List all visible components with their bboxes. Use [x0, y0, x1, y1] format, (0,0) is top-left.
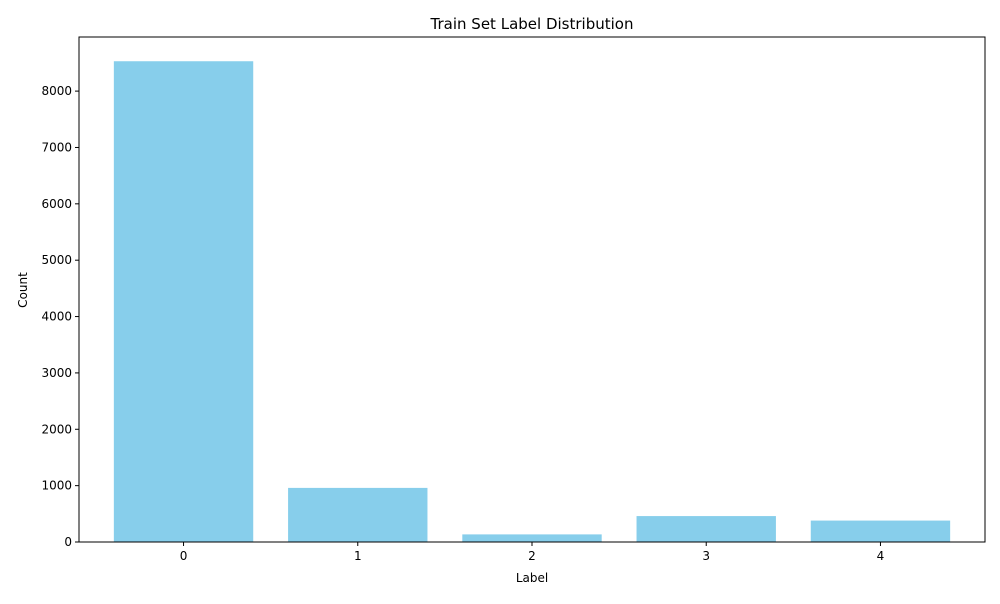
y-tick-label: 4000 — [41, 310, 72, 324]
y-tick-label: 2000 — [41, 422, 72, 436]
chart-title: Train Set Label Distribution — [430, 15, 634, 33]
bar-3 — [636, 516, 776, 542]
y-tick-label: 5000 — [41, 253, 72, 267]
bar-1 — [288, 487, 428, 542]
x-axis-label: Label — [516, 571, 548, 585]
y-tick-label: 6000 — [41, 197, 72, 211]
x-tick-label: 3 — [702, 549, 710, 563]
bar-0 — [113, 61, 254, 542]
plot-area: 0 1000 2000 3000 4000 5000 6000 7000 8000 0 1 2 3 4 — [41, 36, 986, 563]
y-tick-label: 8000 — [41, 84, 72, 98]
y-tick-label: 7000 — [41, 140, 72, 154]
x-tick-label: 1 — [354, 549, 362, 563]
x-tick-label: 2 — [528, 549, 536, 563]
y-axis-label: Count — [16, 272, 30, 308]
x-tick-label: 4 — [877, 549, 885, 563]
bar-2 — [462, 534, 602, 542]
y-tick-label: 0 — [64, 535, 72, 549]
x-tick-label: 0 — [180, 549, 188, 563]
bar-4 — [810, 520, 951, 542]
y-tick-label: 1000 — [41, 479, 72, 493]
y-tick-label: 3000 — [41, 366, 72, 380]
